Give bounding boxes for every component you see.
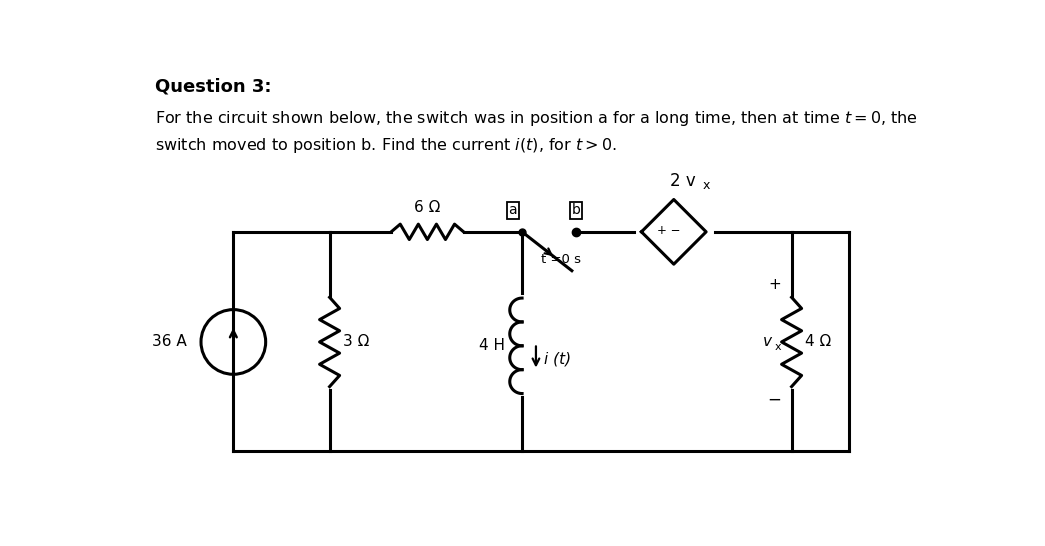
Text: x: x — [774, 342, 781, 352]
Text: b: b — [572, 203, 580, 217]
Text: a: a — [509, 203, 517, 217]
Text: + −: + − — [657, 224, 681, 237]
Text: 6 Ω: 6 Ω — [414, 200, 441, 215]
Text: v: v — [763, 335, 771, 349]
Text: 2 v: 2 v — [670, 172, 696, 190]
Text: 36 A: 36 A — [153, 335, 187, 349]
Text: 4 Ω: 4 Ω — [806, 335, 832, 349]
Text: 4 H: 4 H — [480, 339, 505, 353]
Text: −: − — [768, 391, 782, 409]
Text: t =0 s: t =0 s — [540, 253, 581, 266]
Text: x: x — [702, 179, 710, 192]
Text: 3 Ω: 3 Ω — [344, 335, 370, 349]
Text: switch moved to position b. Find the current $i(t)$, for $t > 0$.: switch moved to position b. Find the cur… — [155, 135, 617, 155]
Text: +: + — [768, 277, 781, 292]
Text: For the circuit shown below, the switch was in position a for a long time, then : For the circuit shown below, the switch … — [155, 109, 918, 128]
Text: Question 3:: Question 3: — [155, 78, 272, 96]
Text: i (t): i (t) — [543, 352, 571, 366]
